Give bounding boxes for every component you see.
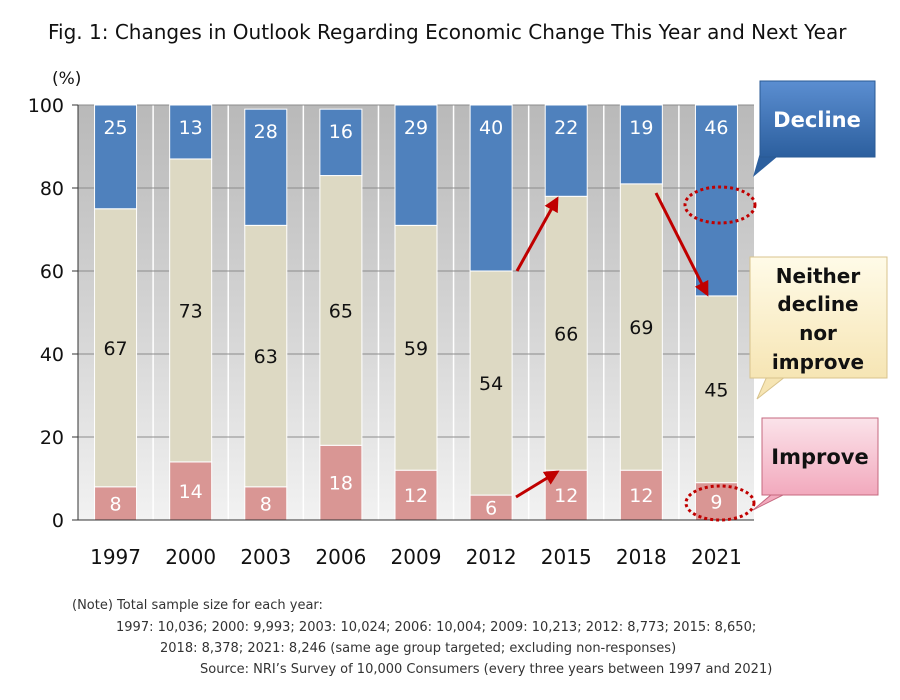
x-tick-label-2012: 2012 — [466, 545, 517, 569]
value-label-decline-2003: 28 — [254, 121, 278, 143]
bar-segment-decline-1997 — [94, 104, 138, 210]
value-label-neither-2006: 65 — [329, 300, 353, 322]
value-label-neither-2012: 54 — [479, 373, 503, 395]
bar-segment-neither-1997 — [94, 208, 138, 488]
y-tick-label: 60 — [40, 261, 64, 283]
value-label-neither-2003: 63 — [254, 346, 278, 368]
callout-neither-line1: Neither — [776, 264, 861, 288]
callout-decline-text: Decline — [773, 108, 861, 132]
column-stripes — [152, 105, 680, 520]
value-label-decline-2015: 22 — [554, 117, 578, 139]
bars — [94, 104, 738, 521]
bar-segment-neither-2021 — [694, 295, 738, 484]
x-tick-label-2006: 2006 — [315, 545, 366, 569]
value-label-improve-1997: 8 — [110, 493, 122, 515]
value-label-improve-2000: 14 — [179, 481, 203, 503]
x-tick-label-2009: 2009 — [391, 545, 442, 569]
highlight-circle-decline-2021 — [683, 185, 757, 225]
callout-decline: Decline — [753, 80, 876, 177]
value-label-decline-2018: 19 — [629, 117, 653, 139]
bar-segment-decline-2015 — [544, 104, 588, 197]
bar-segment-decline-2018 — [619, 104, 663, 185]
note-source: Source: NRI’s Survey of 10,000 Consumers… — [200, 662, 773, 677]
value-label-improve-2003: 8 — [260, 493, 272, 515]
value-label-improve-2015: 12 — [554, 485, 578, 507]
bar-segment-improve-2021 — [694, 482, 738, 521]
x-tick-label-2018: 2018 — [616, 545, 667, 569]
value-label-decline-2012: 40 — [479, 117, 503, 139]
y-tick-label: 0 — [52, 510, 64, 532]
value-label-neither-2009: 59 — [404, 338, 428, 360]
y-tick-label: 80 — [40, 178, 64, 200]
callout-neither-line4: improve — [772, 350, 864, 374]
value-label-neither-2021: 45 — [704, 379, 728, 401]
value-label-neither-2000: 73 — [179, 300, 203, 322]
y-tick-label: 40 — [40, 344, 64, 366]
y-unit-label: (%) — [52, 69, 81, 89]
highlight-circle-improve-2021 — [684, 484, 756, 522]
value-label-improve-2009: 12 — [404, 485, 428, 507]
bar-segment-improve-2006 — [319, 444, 363, 521]
value-label-neither-2018: 69 — [629, 317, 653, 339]
bar-segment-improve-2009 — [394, 469, 438, 521]
value-label-improve-2012: 6 — [485, 498, 497, 520]
trend-arrow-decline-2018-2021 — [654, 192, 709, 297]
bar-segment-neither-2015 — [544, 195, 588, 471]
callout-neither-line2: decline — [777, 292, 858, 316]
value-label-decline-2009: 29 — [404, 117, 428, 139]
value-label-neither-2015: 66 — [554, 323, 578, 345]
note-sample-sizes-1: 1997: 10,036; 2000: 9,993; 2003: 10,024;… — [116, 620, 757, 635]
bar-segment-improve-2003 — [244, 486, 288, 521]
y-axis: 0 20 40 60 80 100 — [28, 95, 79, 532]
callout-improve-text: Improve — [771, 445, 868, 469]
callout-neither-line3: nor — [799, 321, 837, 345]
bar-segment-decline-2021 — [694, 104, 738, 297]
value-label-decline-2021: 46 — [704, 117, 728, 139]
trend-arrow-improve-2012-2015 — [515, 470, 560, 499]
note-sample-sizes-2: 2018: 8,378; 2021: 8,246 (same age group… — [160, 641, 677, 656]
x-tick-label-2000: 2000 — [165, 545, 216, 569]
bar-segment-neither-2003 — [244, 224, 288, 488]
bar-segment-neither-2009 — [394, 224, 438, 471]
bar-segment-decline-2006 — [319, 108, 363, 177]
value-label-improve-2018: 12 — [629, 485, 653, 507]
bar-segment-decline-2009 — [394, 104, 438, 226]
note-heading: (Note) Total sample size for each year: — [72, 598, 323, 613]
x-tick-label-2021: 2021 — [691, 545, 742, 569]
x-tick-label-2015: 2015 — [541, 545, 592, 569]
stacked-bar-chart: 8 67 25 14 73 13 8 63 28 18 65 16 12 59 29 6 54 40 12 66 22 1… — [28, 69, 888, 569]
callout-neither: Neither decline nor improve — [749, 256, 888, 400]
x-tick-label-2003: 2003 — [240, 545, 291, 569]
chart-title: Fig. 1: Changes in Outlook Regarding Eco… — [48, 20, 847, 44]
value-label-decline-2006: 16 — [329, 121, 353, 143]
value-label-improve-2021: 9 — [710, 491, 722, 513]
callout-improve: Improve — [752, 417, 879, 511]
trend-arrow-decline-2012-2015 — [515, 196, 559, 272]
x-axis: 1997 2000 2003 2006 2009 2012 2015 2018 2021 — [78, 519, 754, 569]
value-label-improve-2006: 18 — [329, 473, 353, 495]
y-tick-label: 100 — [28, 95, 64, 117]
value-labels: 8 67 25 14 73 13 8 63 28 18 65 16 12 59 29 6 54 40 12 66 22 1… — [103, 117, 728, 520]
bar-segment-decline-2003 — [244, 108, 288, 226]
value-label-neither-1997: 67 — [103, 338, 127, 360]
bar-segment-decline-2000 — [169, 104, 213, 160]
bar-segment-decline-2012 — [469, 104, 513, 272]
bar-segment-neither-2012 — [469, 270, 513, 496]
value-label-decline-2000: 13 — [179, 117, 203, 139]
bar-segment-improve-2000 — [169, 461, 213, 521]
bar-segment-neither-2000 — [169, 158, 213, 463]
value-label-decline-1997: 25 — [103, 117, 127, 139]
x-tick-label-1997: 1997 — [90, 545, 141, 569]
y-tick-label: 20 — [40, 427, 64, 449]
bar-segment-neither-2006 — [319, 175, 363, 446]
